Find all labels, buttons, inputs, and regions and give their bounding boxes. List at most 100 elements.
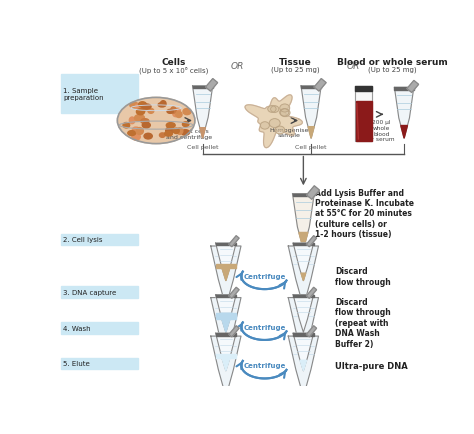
Polygon shape [300, 360, 307, 371]
Ellipse shape [182, 122, 189, 127]
Text: Ultra-pure DNA: Ultra-pure DNA [335, 361, 408, 370]
Text: Tissue: Tissue [279, 58, 312, 67]
Ellipse shape [260, 122, 269, 130]
Ellipse shape [141, 119, 149, 125]
Polygon shape [288, 336, 319, 397]
Ellipse shape [136, 116, 145, 120]
Polygon shape [216, 243, 236, 246]
Ellipse shape [137, 109, 145, 115]
Ellipse shape [132, 134, 140, 141]
Ellipse shape [269, 119, 280, 128]
Text: Discard
flow through: Discard flow through [335, 267, 391, 286]
Polygon shape [301, 348, 306, 358]
Text: Collect cells
and centrifuge: Collect cells and centrifuge [166, 129, 212, 140]
FancyBboxPatch shape [61, 75, 138, 114]
Ellipse shape [171, 108, 176, 114]
Text: 1. Sample
preparation: 1. Sample preparation [63, 88, 104, 101]
Polygon shape [216, 243, 236, 281]
Polygon shape [222, 319, 230, 332]
Polygon shape [216, 333, 236, 336]
Ellipse shape [159, 134, 165, 138]
Polygon shape [293, 243, 314, 246]
FancyBboxPatch shape [61, 234, 138, 246]
FancyBboxPatch shape [61, 358, 138, 369]
Ellipse shape [280, 109, 289, 117]
Polygon shape [192, 87, 213, 139]
Polygon shape [222, 268, 230, 281]
Ellipse shape [173, 112, 179, 118]
Ellipse shape [167, 110, 173, 114]
Polygon shape [307, 186, 319, 200]
Polygon shape [293, 295, 314, 332]
Polygon shape [216, 295, 236, 297]
Polygon shape [308, 128, 314, 139]
Ellipse shape [142, 123, 150, 128]
Polygon shape [293, 295, 314, 297]
Polygon shape [299, 233, 308, 250]
Polygon shape [245, 95, 302, 148]
Ellipse shape [166, 128, 173, 135]
Polygon shape [200, 128, 205, 139]
Ellipse shape [271, 106, 279, 113]
Polygon shape [301, 298, 306, 307]
Text: (Up to 25 mg): (Up to 25 mg) [271, 66, 320, 72]
Text: Cells: Cells [162, 58, 186, 67]
Ellipse shape [174, 109, 180, 113]
Text: (Up to 25 mg): (Up to 25 mg) [368, 66, 417, 72]
Text: Blood or whole serum: Blood or whole serum [337, 58, 448, 67]
Text: Cell pellet: Cell pellet [295, 144, 327, 149]
Ellipse shape [142, 105, 148, 112]
Ellipse shape [130, 103, 139, 109]
Polygon shape [216, 333, 236, 371]
FancyBboxPatch shape [61, 322, 138, 334]
Polygon shape [293, 333, 314, 371]
Polygon shape [292, 194, 314, 250]
Ellipse shape [135, 115, 143, 122]
Ellipse shape [177, 128, 183, 135]
Polygon shape [356, 87, 373, 92]
Text: 4. Wash: 4. Wash [63, 325, 91, 331]
Polygon shape [307, 236, 317, 247]
Polygon shape [407, 81, 419, 93]
Ellipse shape [123, 123, 130, 128]
Ellipse shape [181, 130, 190, 136]
Text: OR: OR [347, 62, 360, 71]
Text: Homogenise
sample: Homogenise sample [269, 127, 309, 138]
Polygon shape [192, 87, 213, 89]
Polygon shape [394, 88, 414, 90]
Polygon shape [301, 87, 321, 89]
Polygon shape [229, 288, 239, 299]
Polygon shape [301, 273, 306, 281]
Ellipse shape [280, 105, 290, 113]
Polygon shape [216, 314, 236, 319]
Ellipse shape [148, 109, 154, 114]
Ellipse shape [118, 98, 195, 144]
Text: Centrifuge: Centrifuge [244, 324, 286, 330]
Text: Discard
flow through
(repeat with
DNA Wash
Buffer 2): Discard flow through (repeat with DNA Wa… [335, 297, 391, 348]
Polygon shape [211, 336, 241, 397]
Polygon shape [229, 236, 239, 247]
Polygon shape [394, 88, 414, 139]
Ellipse shape [280, 109, 290, 117]
Ellipse shape [129, 118, 135, 125]
Text: OR: OR [231, 62, 244, 71]
Ellipse shape [135, 105, 143, 109]
Polygon shape [356, 102, 372, 142]
Polygon shape [292, 194, 314, 197]
Ellipse shape [132, 128, 139, 132]
Ellipse shape [138, 102, 146, 108]
Polygon shape [288, 247, 319, 307]
Polygon shape [211, 298, 241, 358]
Ellipse shape [164, 132, 173, 137]
Ellipse shape [136, 128, 143, 135]
Ellipse shape [166, 123, 175, 128]
Polygon shape [211, 247, 241, 307]
Ellipse shape [183, 109, 191, 115]
Text: Centrifuge: Centrifuge [244, 273, 286, 279]
Polygon shape [229, 326, 239, 337]
Polygon shape [216, 295, 236, 332]
Ellipse shape [176, 112, 182, 118]
Text: (Up to 5 x 10⁶ cells): (Up to 5 x 10⁶ cells) [139, 66, 209, 73]
Ellipse shape [161, 102, 166, 107]
Polygon shape [307, 326, 317, 337]
